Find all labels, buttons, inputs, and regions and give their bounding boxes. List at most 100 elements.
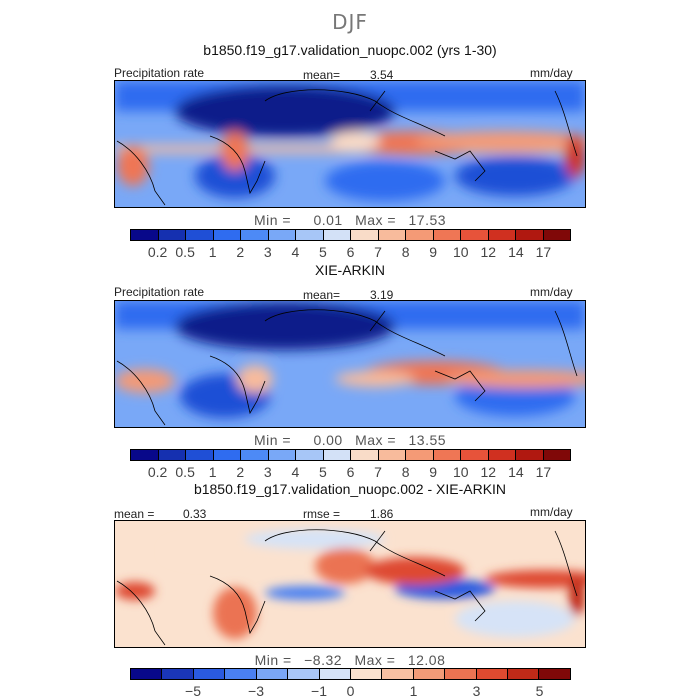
colorbar-swatch (488, 450, 516, 460)
panel1-variable-label: Precipitation rate (114, 66, 205, 80)
panel1-mean-value: 3.54 (370, 68, 394, 82)
colorbar-swatch (382, 669, 414, 679)
colorbar-swatch (350, 669, 383, 679)
colorbar-tick-label: 8 (401, 464, 410, 480)
colorbar-swatch (131, 669, 163, 679)
colorbar-swatch (186, 230, 214, 240)
colorbar-tick-label: −3 (248, 683, 264, 699)
colorbar-swatch (461, 450, 489, 460)
colorbar-swatch (323, 450, 351, 460)
panel3-minmax: Min = −8.32 Max = 12.08 (0, 652, 700, 668)
colorbar-tick-label: 0.5 (175, 464, 195, 480)
colorbar-swatch (351, 230, 379, 240)
panel3-max-label: Max = (354, 652, 396, 668)
panel3-map-field (115, 521, 585, 647)
panel3-max-value: 12.08 (407, 652, 446, 668)
colorbar-swatch (351, 450, 379, 460)
colorbar-swatch (319, 669, 351, 679)
panel2-min-value: 0.00 (313, 432, 343, 448)
colorbar-swatch (378, 450, 406, 460)
colorbar-tick-label: 9 (429, 464, 438, 480)
panel3-colorbar-ticks: −5 −3 −1 0 1 3 5 (130, 683, 571, 699)
panel2-max-label: Max = (355, 432, 397, 448)
colorbar-tick-label: 5 (319, 244, 327, 260)
panel2-subtitle: XIE-ARKIN (314, 262, 385, 278)
colorbar-tick-label: 6 (346, 244, 355, 260)
panel1-min-value: 0.01 (313, 212, 343, 228)
panel1-max-value: 17.53 (408, 212, 447, 228)
colorbar-swatch (296, 450, 324, 460)
panel2-colorbar (130, 449, 571, 461)
colorbar-tick-label: 5 (535, 683, 544, 699)
colorbar-tick-label: −5 (185, 683, 201, 699)
panel3-subtitle: b1850.f19_g17.validation_nuopc.002 - XIE… (193, 481, 507, 497)
panel1-map (114, 80, 586, 208)
colorbar-swatch (476, 669, 509, 679)
colorbar-tick-label: 14 (508, 464, 524, 480)
colorbar-tick-label: 0.2 (147, 244, 168, 260)
colorbar-tick-label: 2 (236, 464, 245, 480)
colorbar-swatch (508, 669, 540, 679)
panel2-min-label: Min = (253, 432, 292, 448)
colorbar-tick-label: 0.5 (175, 244, 195, 260)
colorbar-swatch (378, 230, 406, 240)
panel1-map-field (115, 81, 585, 207)
colorbar-tick-label: 1 (409, 683, 418, 699)
panel1-colorbar (130, 229, 571, 241)
panel2-max-value: 13.55 (408, 432, 447, 448)
colorbar-tick-label: 1 (208, 464, 217, 480)
colorbar-swatch (225, 669, 257, 679)
colorbar-swatch (543, 230, 570, 240)
figure-title: DJF (332, 10, 368, 34)
panel1-subtitle: b1850.f19_g17.validation_nuopc.002 (yrs … (203, 42, 497, 58)
colorbar-tick-label: 8 (401, 244, 410, 260)
colorbar-swatch (241, 450, 269, 460)
colorbar-swatch (256, 669, 289, 679)
colorbar-swatch (406, 450, 434, 460)
panel1-minmax: Min = 0.01 Max = 17.53 (0, 212, 700, 228)
colorbar-tick-label: 7 (374, 244, 382, 260)
panel3-rmse-label: rmse = (303, 507, 341, 521)
colorbar-tick-label: −1 (311, 683, 327, 699)
panel3-colorbar (130, 668, 571, 680)
colorbar-swatch (488, 230, 516, 240)
colorbar-tick-label: 0.2 (147, 464, 168, 480)
colorbar-swatch (162, 669, 194, 679)
colorbar-tick-label: 4 (291, 464, 300, 480)
colorbar-swatch (288, 669, 320, 679)
panel3-min-label: Min = (254, 652, 292, 668)
colorbar-swatch (296, 230, 324, 240)
colorbar-swatch (433, 230, 461, 240)
colorbar-tick-label: 2 (236, 244, 245, 260)
panel1-max-label: Max = (355, 212, 397, 228)
colorbar-tick-label: 17 (535, 244, 552, 260)
colorbar-swatch (158, 230, 186, 240)
panel3-mean-label: mean = (114, 507, 155, 521)
colorbar-swatch (433, 450, 461, 460)
colorbar-tick-label: 4 (291, 244, 300, 260)
colorbar-tick-label: 12 (480, 464, 497, 480)
colorbar-swatch (516, 450, 544, 460)
colorbar-swatch (539, 669, 570, 679)
colorbar-swatch (268, 230, 296, 240)
colorbar-swatch (193, 669, 226, 679)
panel2-mean-label: mean= (303, 288, 341, 302)
panel2-map (114, 300, 586, 428)
colorbar-swatch (131, 450, 159, 460)
colorbar-swatch (445, 669, 477, 679)
colorbar-swatch (131, 230, 159, 240)
colorbar-swatch (268, 450, 296, 460)
colorbar-swatch (413, 669, 446, 679)
colorbar-swatch (461, 230, 489, 240)
panel3-units: mm/day (530, 505, 573, 519)
colorbar-tick-label: 3 (263, 244, 272, 260)
panel2-map-field (115, 301, 585, 427)
colorbar-swatch (213, 450, 241, 460)
panel2-colorbar-ticks: 0.2 0.5 1 2 3 4 5 6 7 8 9 10 12 14 17 (130, 464, 571, 480)
colorbar-tick-label: 10 (452, 464, 469, 480)
panel2-mean-value: 3.19 (370, 288, 394, 302)
panel1-units: mm/day (530, 66, 573, 80)
panel2-units: mm/day (530, 285, 573, 299)
panel1-colorbar-ticks: 0.2 0.5 1 2 3 4 5 6 7 8 9 10 12 14 17 (130, 244, 571, 260)
colorbar-swatch (241, 230, 269, 240)
